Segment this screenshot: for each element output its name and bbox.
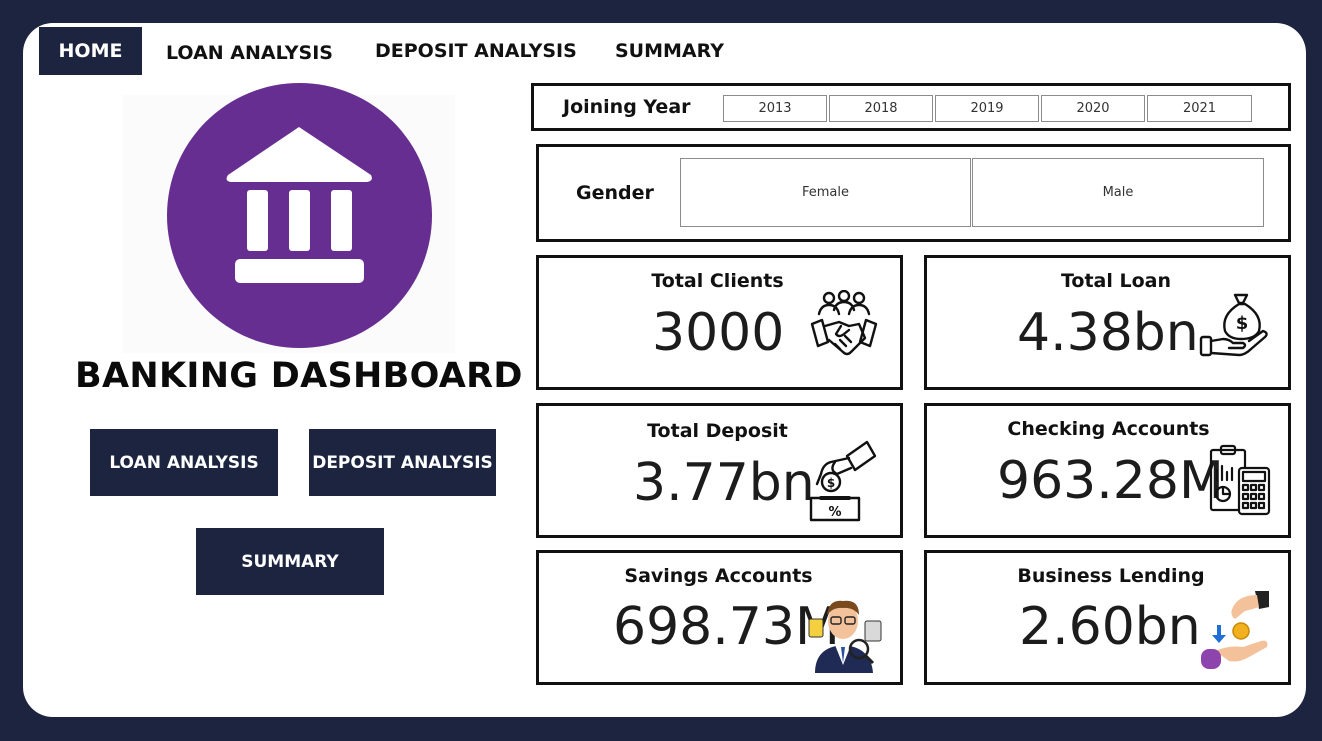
gender-label: Gender — [576, 182, 654, 204]
kpi-value: 2.60bn — [1019, 597, 1201, 657]
loan-analysis-button[interactable]: LOAN ANALYSIS — [90, 429, 278, 496]
gender-option-female[interactable]: Female — [680, 158, 971, 227]
svg-text:$: $ — [827, 476, 835, 490]
kpi-card-checking-accounts: Checking Accounts 963.28M — [924, 403, 1291, 538]
year-option[interactable]: 2013 — [723, 95, 827, 122]
money-bag-hand-icon: $ — [1199, 293, 1268, 357]
kpi-title: Total Clients — [651, 270, 784, 292]
bank-icon — [226, 127, 372, 283]
handshake-clients-icon — [810, 290, 878, 356]
kpi-title: Total Loan — [1060, 270, 1172, 292]
deposit-analysis-button[interactable]: DEPOSIT ANALYSIS — [309, 429, 496, 496]
kpi-card-business-lending: Business Lending 2.60bn — [924, 550, 1291, 685]
year-option[interactable]: 2019 — [935, 95, 1039, 122]
calculator-report-icon — [1209, 444, 1271, 516]
kpi-value: 3.77bn — [633, 453, 815, 513]
kpi-card-total-deposit: Total Deposit 3.77bn $ % — [536, 403, 903, 538]
tab-home[interactable]: HOME — [39, 27, 142, 75]
svg-text:$: $ — [1236, 313, 1249, 334]
tab-loan-analysis[interactable]: LOAN ANALYSIS — [166, 42, 333, 64]
tab-summary[interactable]: SUMMARY — [615, 40, 724, 62]
kpi-value: 963.28M — [997, 451, 1224, 511]
page-title: BANKING DASHBOARD — [75, 356, 523, 396]
kpi-value: 4.38bn — [1017, 303, 1199, 363]
summary-button[interactable]: SUMMARY — [196, 528, 384, 595]
year-option[interactable]: 2018 — [829, 95, 933, 122]
kpi-title: Savings Accounts — [624, 565, 813, 587]
deposit-box-icon: $ % — [809, 440, 877, 522]
joining-year-label: Joining Year — [563, 96, 691, 118]
tab-deposit-analysis[interactable]: DEPOSIT ANALYSIS — [375, 40, 577, 62]
gender-option-male[interactable]: Male — [972, 158, 1264, 227]
kpi-title: Checking Accounts — [1007, 418, 1210, 440]
kpi-title: Total Deposit — [647, 420, 788, 442]
hand-coin-icon — [1201, 591, 1269, 669]
bank-logo — [167, 83, 432, 348]
kpi-value: 3000 — [652, 303, 785, 363]
kpi-title: Business Lending — [1017, 565, 1205, 587]
kpi-card-total-loan: Total Loan 4.38bn $ — [924, 255, 1291, 390]
year-option[interactable]: 2020 — [1041, 95, 1145, 122]
year-option[interactable]: 2021 — [1147, 95, 1252, 122]
kpi-card-savings-accounts: Savings Accounts 698.73M — [536, 550, 903, 685]
kpi-value: 698.73M — [613, 597, 840, 657]
svg-text:%: % — [828, 505, 841, 520]
kpi-card-total-clients: Total Clients 3000 — [536, 255, 903, 390]
businessman-icon — [808, 600, 882, 673]
